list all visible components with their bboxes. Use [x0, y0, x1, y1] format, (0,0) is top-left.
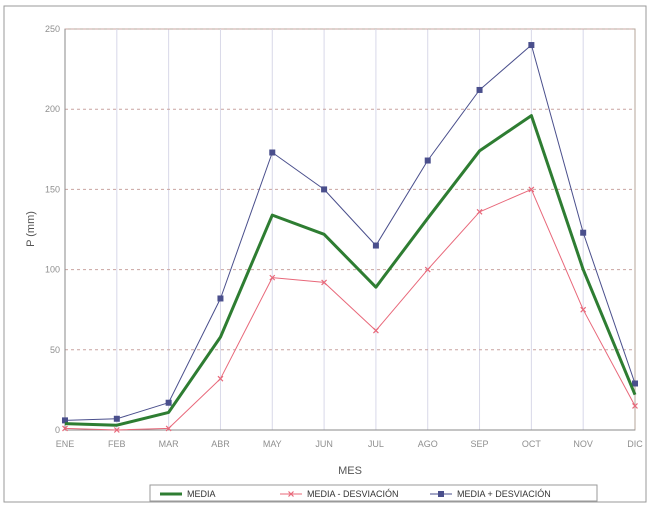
legend-label: MEDIA	[187, 489, 216, 499]
legend-marker	[288, 491, 294, 497]
legend-box	[149, 484, 598, 502]
data-point	[476, 86, 483, 93]
series-layer	[62, 42, 638, 433]
legend-marker	[438, 491, 444, 497]
y-tick-label: 100	[45, 265, 60, 275]
data-point	[62, 425, 68, 432]
data-point	[113, 415, 120, 422]
x-tick-label: NOV	[573, 439, 593, 449]
x-tick-label: MAY	[263, 439, 282, 449]
data-point	[165, 425, 172, 432]
data-point	[580, 229, 587, 236]
data-point	[528, 186, 535, 193]
data-point	[269, 274, 276, 281]
x-tick-label: FEB	[108, 439, 126, 449]
data-point	[321, 279, 328, 286]
data-point	[476, 208, 483, 215]
data-point	[269, 149, 276, 156]
y-tick-label: 250	[45, 24, 60, 34]
data-point	[632, 380, 638, 387]
axes	[64, 29, 635, 431]
series-line	[64, 114, 637, 427]
x-tick-label: OCT	[522, 439, 542, 449]
data-point	[217, 375, 224, 382]
plot-area	[64, 28, 636, 431]
data-point	[165, 399, 172, 406]
data-point	[424, 266, 431, 273]
data-point	[372, 327, 379, 334]
y-tick-label: 50	[50, 345, 60, 355]
data-point	[632, 403, 638, 409]
y-tick-label: 0	[55, 425, 60, 435]
y-tick-label: 150	[45, 184, 60, 194]
x-tick-label: SEP	[471, 439, 489, 449]
data-point	[424, 157, 431, 164]
series-line	[64, 44, 636, 421]
data-point	[528, 42, 535, 49]
data-point	[580, 306, 587, 313]
x-tick-labels: ENE FEB MAR ABR MAY JUN JUL AGO SEP OCT NOV DIC	[56, 439, 644, 449]
data-point	[372, 242, 379, 249]
x-tick-label: JUL	[368, 439, 384, 449]
x-tick-label: MAR	[159, 439, 180, 449]
y-axis-title: P (mm)	[25, 211, 37, 247]
legend-label: MEDIA + DESVIACIÓN	[457, 489, 551, 499]
x-tick-label: ABR	[211, 439, 230, 449]
y-tick-labels: 0 50 100 150 200 250	[45, 24, 60, 435]
data-point	[321, 186, 328, 193]
grid-lines	[65, 28, 635, 430]
data-point	[217, 295, 224, 302]
y-tick-label: 200	[45, 104, 60, 114]
data-point	[62, 417, 68, 424]
x-tick-label: AGO	[418, 439, 438, 449]
legend-label: MEDIA - DESVIACIÓN	[307, 489, 399, 499]
x-tick-label: ENE	[56, 439, 75, 449]
x-axis-title: MES	[338, 465, 362, 477]
x-tick-label: DIC	[627, 439, 643, 449]
x-tick-label: JUN	[315, 439, 333, 449]
series-line	[64, 188, 636, 431]
legend: MEDIA MEDIA - DESVIACIÓN MEDIA + DESVIACIÓ…	[149, 484, 598, 502]
data-point	[113, 427, 120, 433]
